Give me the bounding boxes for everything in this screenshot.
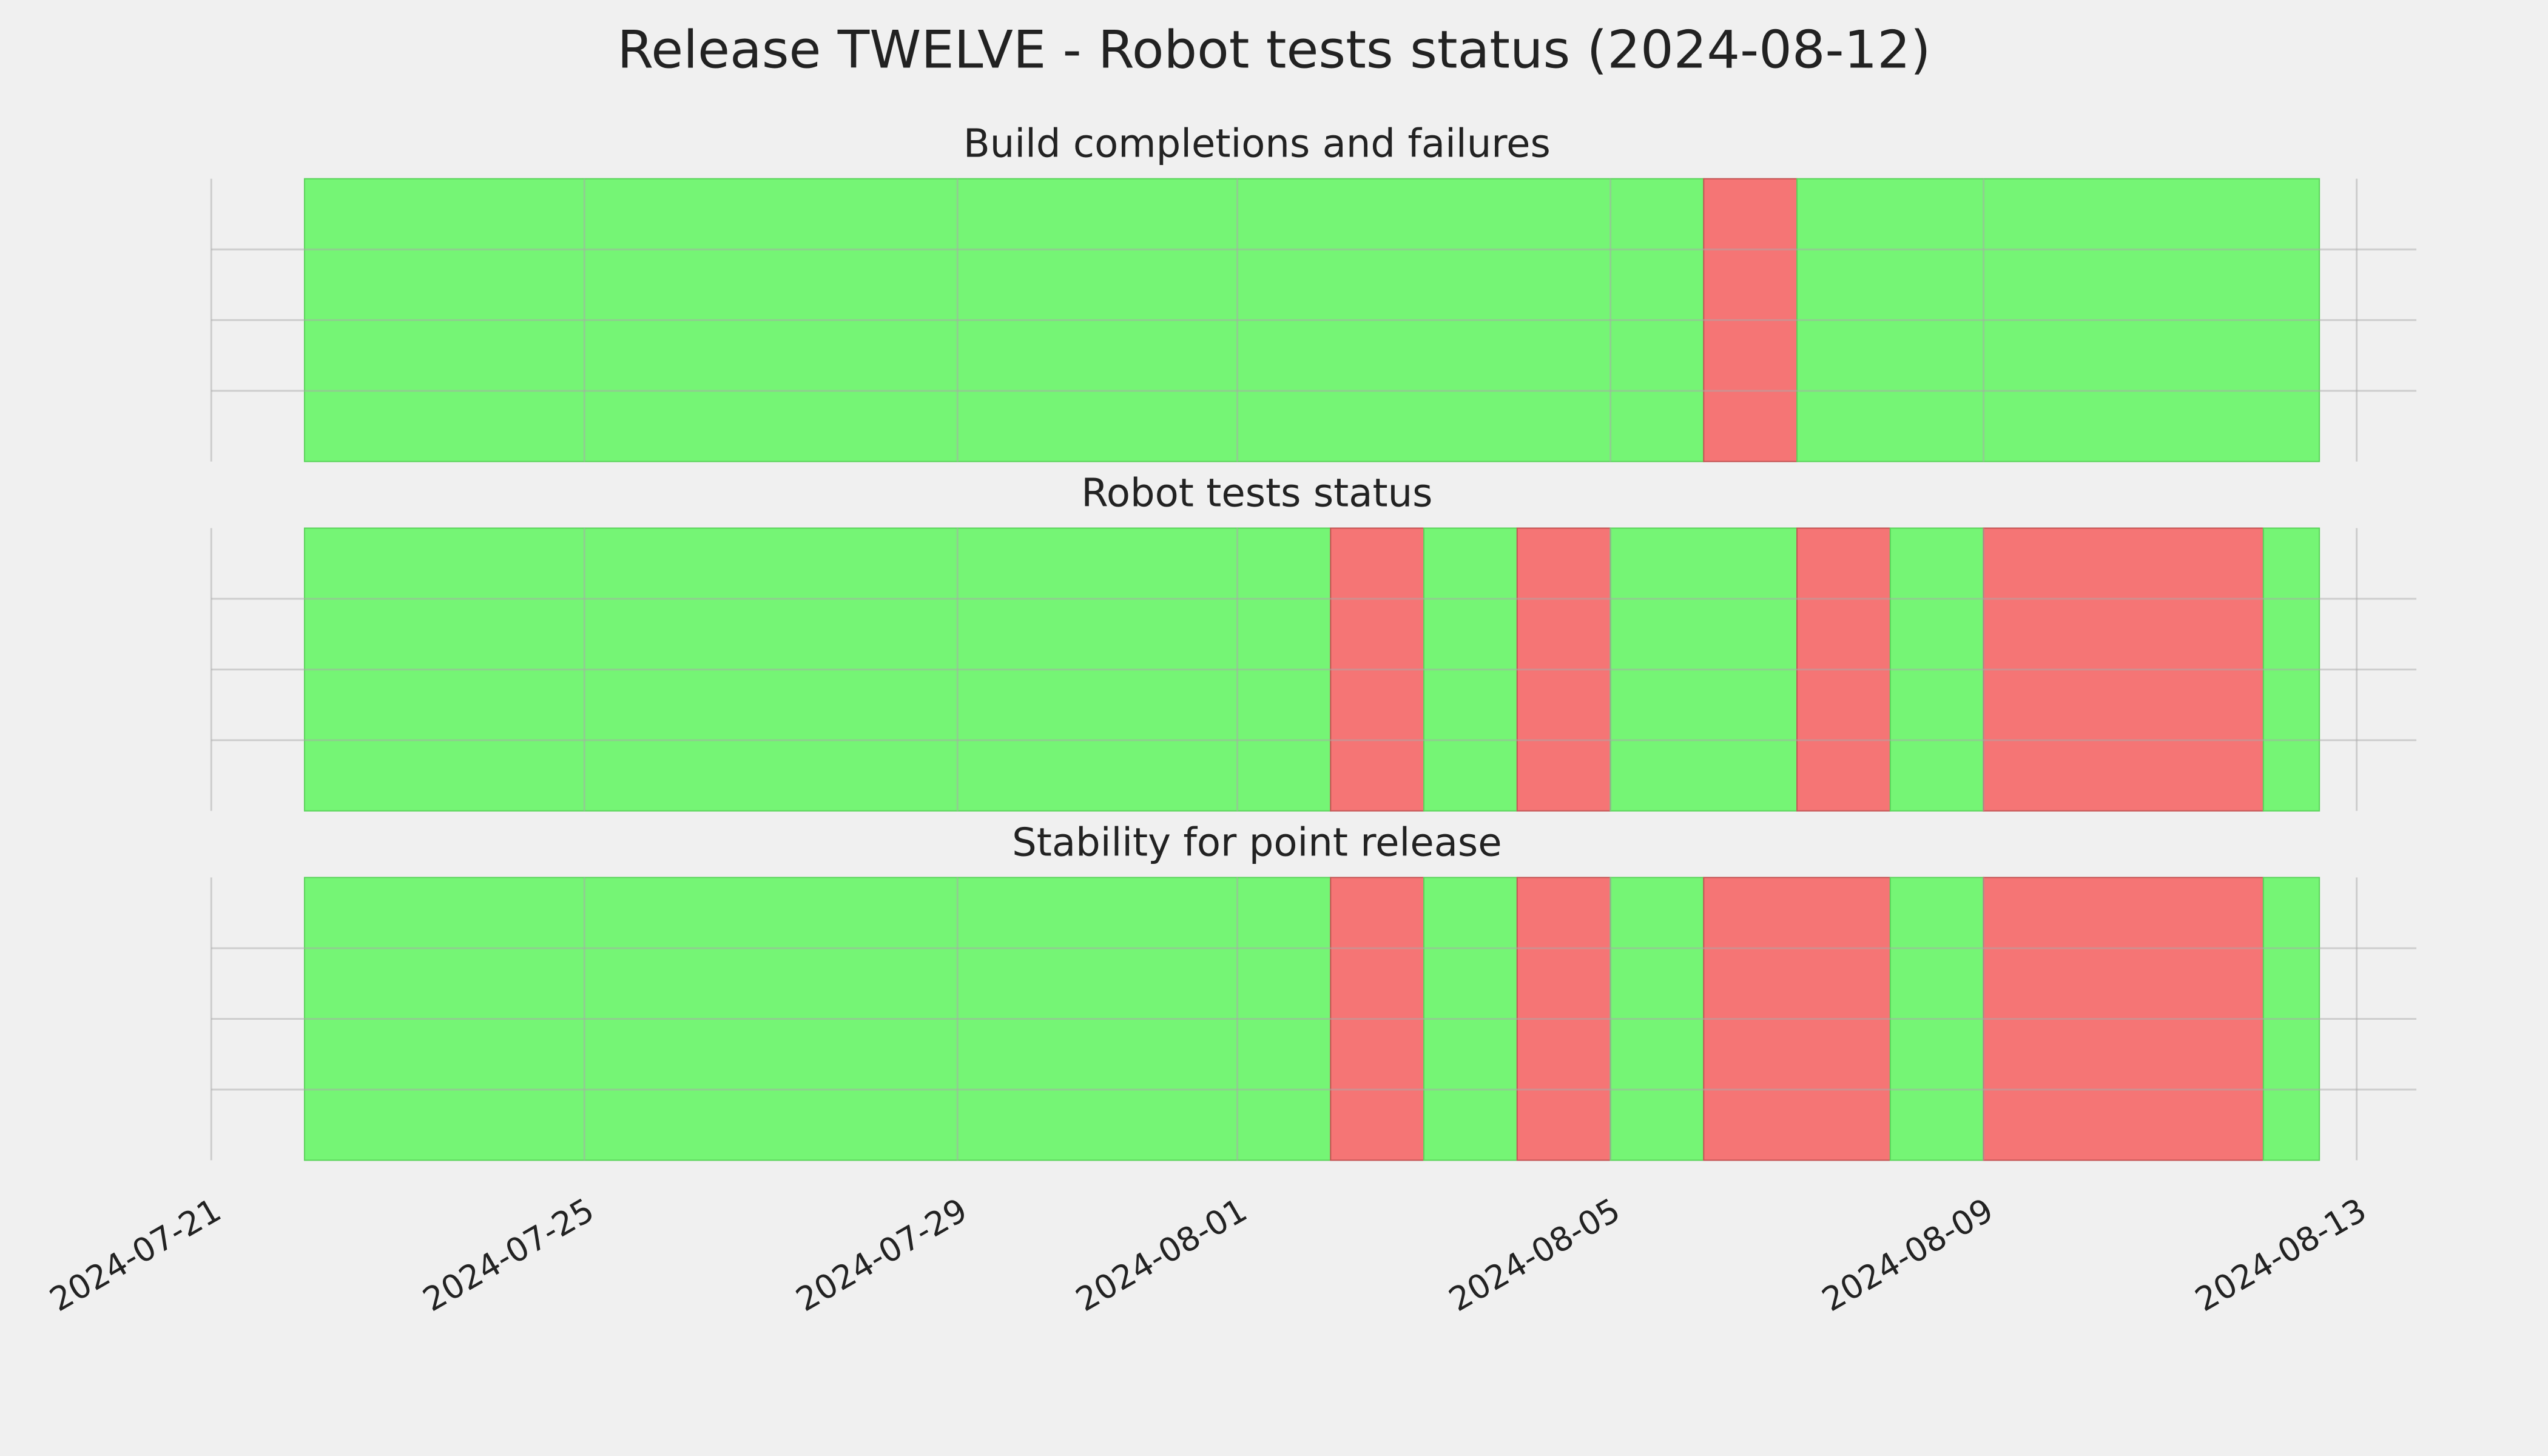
panel-title: Robot tests status <box>1081 471 1432 516</box>
chart-title: Release TWELVE - Robot tests status (202… <box>617 19 1930 80</box>
panel-title: Build completions and failures <box>963 122 1551 167</box>
panel-title: Stability for point release <box>1012 820 1502 865</box>
